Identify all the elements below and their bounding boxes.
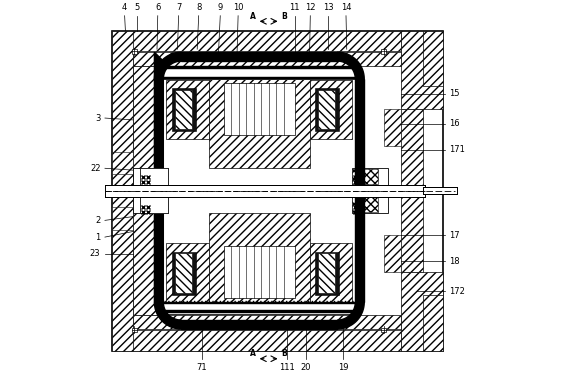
Text: 16: 16: [449, 119, 460, 128]
Bar: [352, 197, 378, 212]
Bar: [352, 168, 388, 213]
Bar: [133, 66, 157, 315]
Text: 111: 111: [280, 363, 295, 372]
Text: 172: 172: [449, 287, 465, 296]
Bar: [175, 254, 192, 293]
Bar: [140, 169, 166, 184]
Bar: [112, 31, 443, 350]
Bar: [157, 67, 357, 79]
Text: 5: 5: [134, 3, 139, 12]
Text: 23: 23: [90, 249, 100, 258]
Bar: [209, 213, 310, 302]
Bar: [112, 31, 401, 51]
Bar: [133, 52, 401, 66]
Bar: [401, 273, 443, 350]
Bar: [315, 252, 339, 295]
Bar: [132, 49, 137, 54]
Bar: [384, 235, 401, 273]
Bar: [112, 152, 133, 174]
Bar: [310, 80, 352, 138]
Bar: [209, 79, 310, 168]
Polygon shape: [181, 52, 337, 61]
Bar: [166, 80, 209, 138]
Bar: [315, 88, 339, 131]
Bar: [132, 327, 137, 332]
Bar: [352, 169, 378, 184]
Bar: [381, 327, 386, 332]
Bar: [157, 302, 357, 314]
Bar: [401, 31, 443, 109]
Bar: [423, 31, 443, 87]
Text: 171: 171: [449, 145, 465, 154]
Text: 13: 13: [323, 3, 333, 12]
Text: 9: 9: [218, 3, 223, 12]
Text: 12: 12: [305, 3, 316, 12]
Bar: [423, 295, 443, 350]
Bar: [112, 207, 133, 230]
Bar: [157, 302, 357, 314]
Bar: [112, 31, 133, 350]
Text: A: A: [249, 12, 256, 20]
Bar: [318, 254, 335, 293]
Text: 1: 1: [95, 232, 100, 242]
Text: 11: 11: [289, 3, 300, 12]
Text: 6: 6: [155, 3, 160, 12]
Text: 10: 10: [233, 3, 243, 12]
Text: 20: 20: [301, 363, 311, 372]
Bar: [105, 184, 425, 197]
Bar: [157, 65, 357, 68]
Bar: [133, 168, 168, 213]
Text: 22: 22: [90, 164, 100, 173]
Text: 17: 17: [449, 231, 460, 240]
Bar: [224, 246, 295, 299]
Text: 2: 2: [95, 216, 100, 225]
Bar: [157, 302, 357, 304]
Text: 4: 4: [122, 3, 127, 12]
Bar: [157, 310, 357, 313]
Text: 7: 7: [176, 3, 181, 12]
Text: 71: 71: [196, 363, 207, 372]
Bar: [140, 168, 168, 213]
Bar: [401, 109, 423, 273]
Bar: [318, 90, 335, 129]
Bar: [157, 67, 357, 79]
Bar: [224, 83, 295, 135]
Bar: [112, 330, 401, 350]
Polygon shape: [337, 52, 364, 79]
Text: 18: 18: [449, 257, 460, 266]
Text: 8: 8: [196, 3, 201, 12]
Text: B: B: [282, 349, 287, 358]
Bar: [172, 88, 196, 131]
Bar: [172, 252, 196, 295]
Bar: [133, 315, 401, 329]
Text: 19: 19: [338, 363, 348, 372]
Polygon shape: [356, 79, 364, 302]
Polygon shape: [154, 52, 163, 302]
Bar: [381, 49, 386, 54]
Text: 14: 14: [341, 3, 351, 12]
Bar: [157, 77, 357, 79]
Bar: [175, 90, 192, 129]
Bar: [140, 197, 166, 212]
Text: 3: 3: [95, 113, 100, 122]
Polygon shape: [181, 320, 337, 329]
Bar: [310, 243, 352, 302]
Text: 15: 15: [449, 89, 460, 98]
Bar: [166, 243, 209, 302]
Polygon shape: [337, 302, 364, 329]
Polygon shape: [154, 302, 181, 329]
Bar: [384, 109, 401, 146]
Polygon shape: [154, 52, 181, 79]
Bar: [423, 187, 456, 194]
Text: A: A: [249, 349, 256, 358]
Text: B: B: [282, 12, 287, 20]
